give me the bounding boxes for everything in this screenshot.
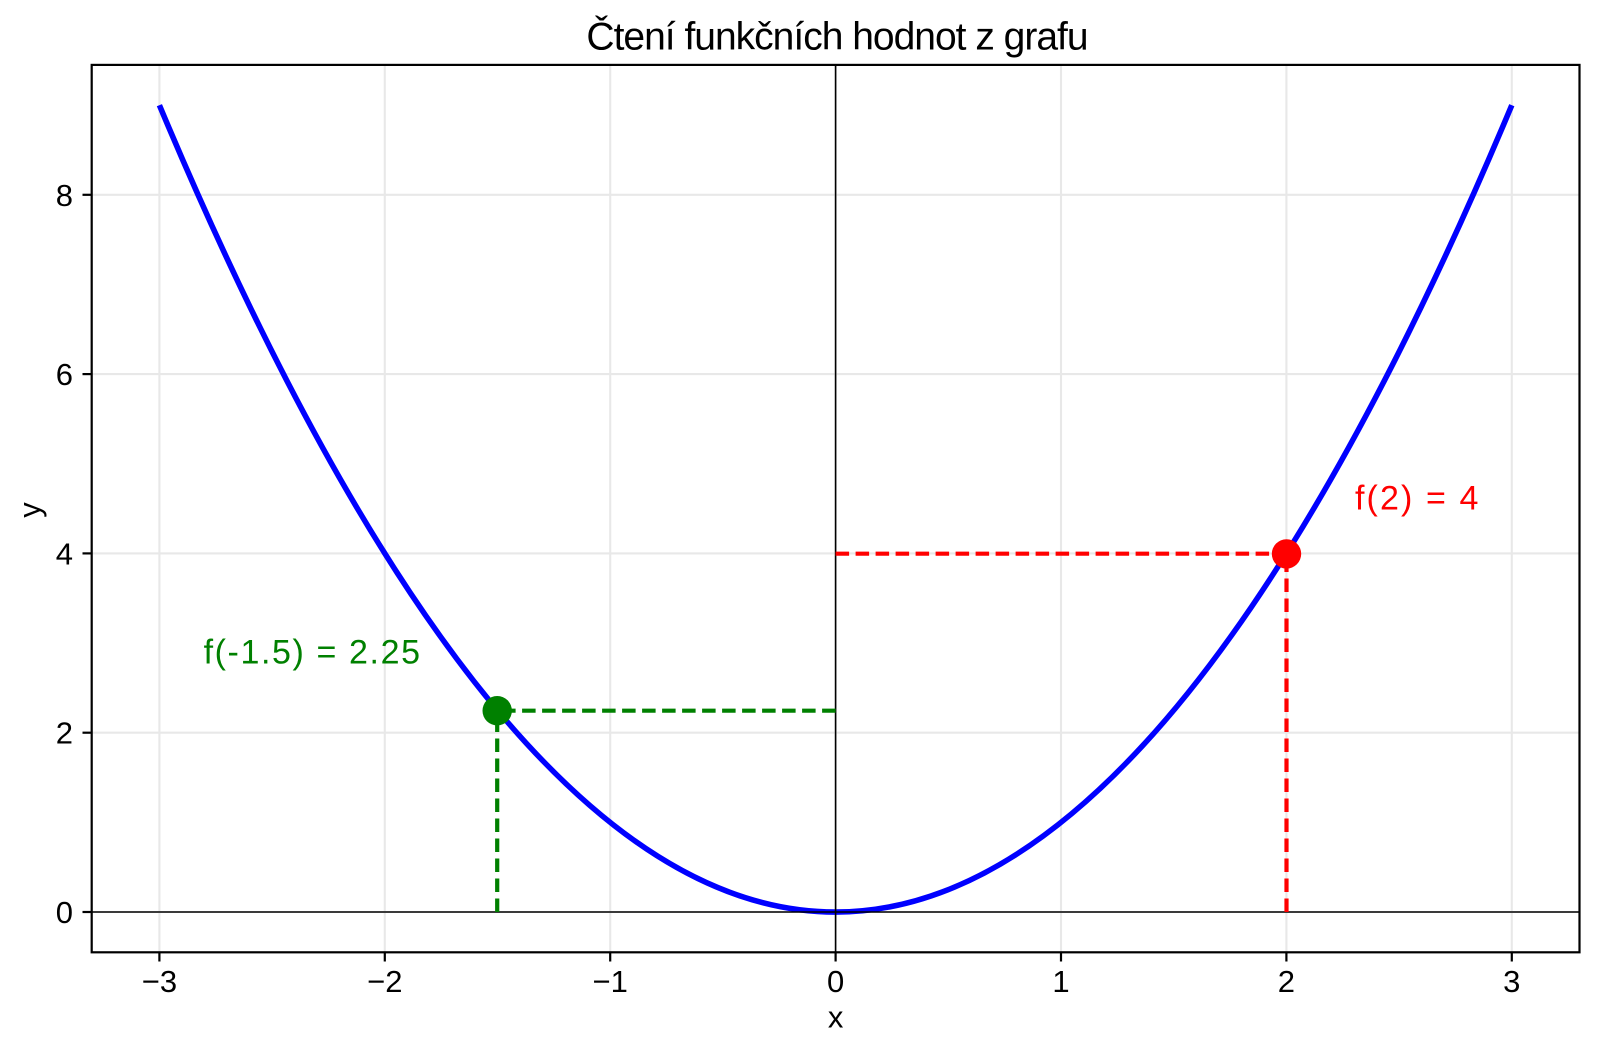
svg-text:0: 0 xyxy=(56,895,73,930)
svg-text:0: 0 xyxy=(827,964,844,999)
svg-text:2: 2 xyxy=(56,716,73,751)
svg-text:3: 3 xyxy=(1503,964,1520,999)
svg-text:4: 4 xyxy=(56,536,73,571)
svg-text:6: 6 xyxy=(56,357,73,392)
svg-text:x: x xyxy=(828,1000,844,1035)
svg-text:2: 2 xyxy=(1278,964,1295,999)
svg-text:1: 1 xyxy=(1052,964,1069,999)
svg-text:f(-1.5) = 2.25: f(-1.5) = 2.25 xyxy=(204,633,422,671)
svg-text:y: y xyxy=(12,502,47,518)
svg-text:−3: −3 xyxy=(142,964,177,999)
svg-text:−1: −1 xyxy=(593,964,628,999)
svg-text:Čtení funkčních hodnot z grafu: Čtení funkčních hodnot z grafu xyxy=(586,15,1087,59)
svg-text:f(2) = 4: f(2) = 4 xyxy=(1355,479,1480,517)
svg-text:−2: −2 xyxy=(367,964,402,999)
svg-text:8: 8 xyxy=(56,178,73,213)
